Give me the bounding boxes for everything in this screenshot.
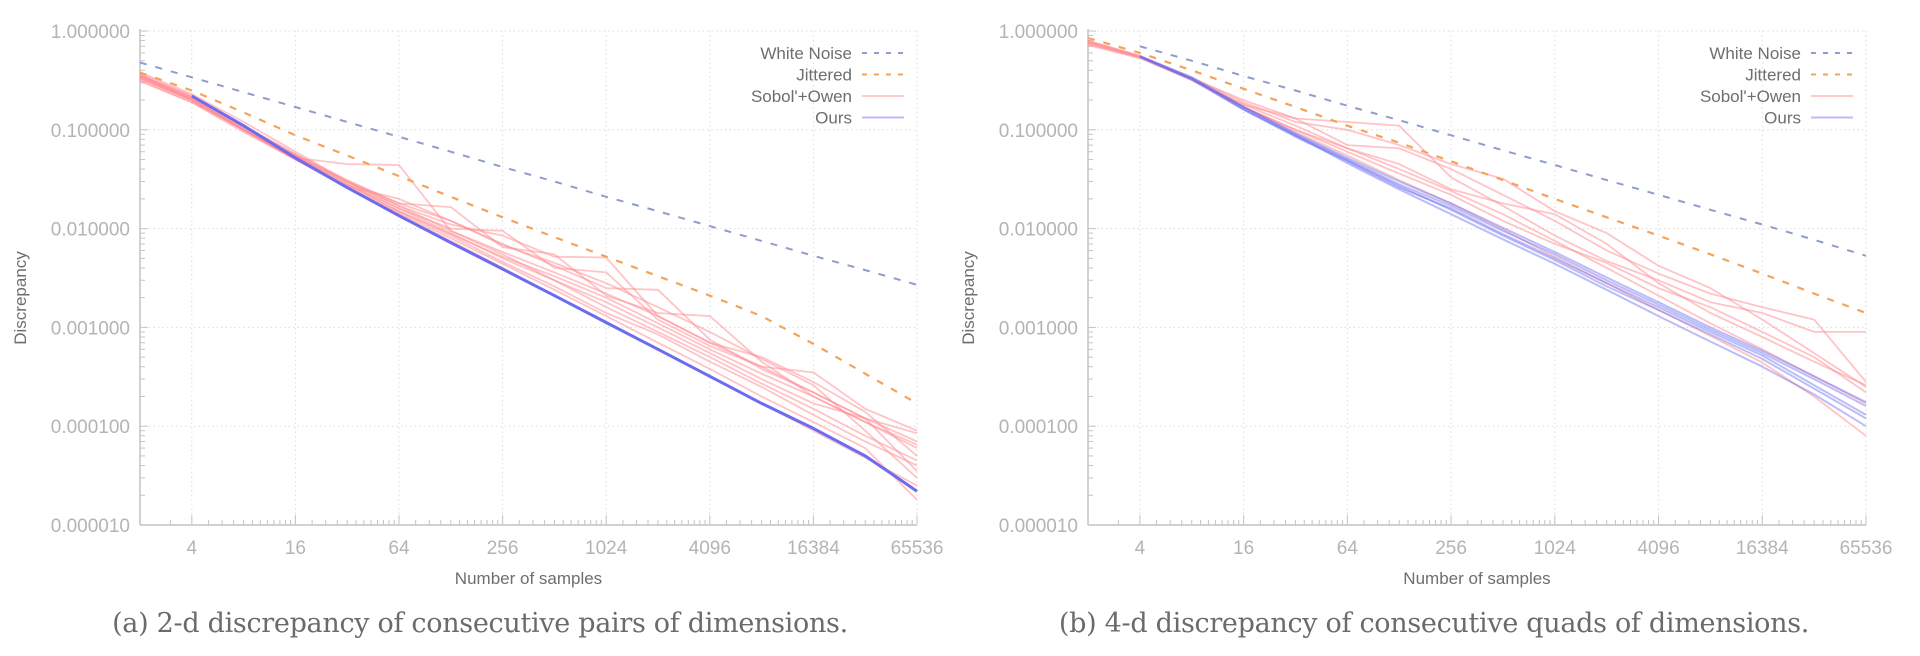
x-tick-label: 4 (1135, 538, 1146, 559)
legend-label: Jittered (1745, 66, 1801, 85)
x-tick-label: 256 (487, 538, 519, 559)
x-tick-label: 4096 (689, 538, 731, 559)
y-axis-label: Discrepancy (959, 251, 978, 345)
sobol-owen-line (1087, 42, 1867, 383)
y-tick-label: 0.010000 (999, 220, 1078, 241)
legend-label: White Noise (1709, 44, 1801, 63)
y-tick-label: 0.000100 (999, 417, 1078, 438)
ours-line (1139, 55, 1867, 420)
ours-line (1139, 55, 1867, 428)
y-tick-label: 0.010000 (51, 220, 130, 241)
chart-panel-b: 1.000000 0.100000 0.010000 0.001000 0.000100… (948, 0, 1908, 656)
y-tick-label: 1.000000 (999, 22, 1078, 43)
x-axis-label: Number of samples (455, 569, 602, 588)
ours-line (1139, 55, 1867, 407)
series-ours (1139, 54, 1867, 428)
x-tick-label: 4 (187, 538, 198, 559)
x-axis-label: Number of samples (1403, 569, 1550, 588)
legend: White Noise Jittered Sobol'+Owen Ours (1700, 44, 1853, 128)
chart-b-svg: 1.000000 0.100000 0.010000 0.001000 0.000100… (959, 22, 1893, 588)
x-tick-label: 65536 (1840, 538, 1893, 559)
legend-label: Jittered (796, 66, 852, 85)
chart-panel-a: 1.000000 0.100000 0.010000 0.001000 0.000100… (11, 22, 944, 639)
x-tick-label: 64 (1337, 538, 1359, 559)
x-tick-label: 1024 (1534, 538, 1577, 559)
legend-label: White Noise (760, 44, 852, 63)
caption-a: (a) 2-d discrepancy of consecutive pairs… (112, 608, 848, 639)
caption-b: (b) 4-d discrepancy of consecutive quads… (1058, 608, 1810, 639)
y-tick-label: 0.100000 (51, 121, 130, 142)
ours-line (1139, 54, 1867, 404)
y-tick-label: 0.100000 (999, 121, 1078, 142)
y-tick-label: 0.001000 (51, 318, 130, 339)
sobol-owen-line (1087, 41, 1867, 387)
legend-label: Sobol'+Owen (751, 87, 852, 106)
x-tick-label: 16 (285, 538, 306, 559)
grid (1088, 30, 1867, 526)
y-axis-label: Discrepancy (11, 251, 30, 345)
y-tick-label: 0.000100 (51, 417, 130, 438)
chart-a-svg: 1.000000 0.100000 0.010000 0.001000 0.000100… (11, 22, 944, 588)
x-tick-label: 1024 (585, 538, 628, 559)
ours-line (1139, 55, 1867, 416)
legend: White Noise Jittered Sobol'+Owen Ours (751, 44, 904, 128)
series-white-noise-line (139, 61, 918, 286)
x-tick-label: 256 (1435, 538, 1467, 559)
x-tick-label: 16 (1233, 538, 1254, 559)
x-tick-label: 16384 (787, 538, 840, 559)
y-tick-label: 0.000010 (999, 516, 1078, 537)
series-white-noise-line (1139, 45, 1867, 257)
series-sobol-owen (1087, 39, 1867, 437)
x-tick-label: 64 (388, 538, 410, 559)
sobol-owen-line (139, 77, 918, 446)
series-sobol-owen (139, 71, 918, 501)
series-jittered-line (139, 71, 918, 405)
series-ours-line (191, 94, 918, 493)
sobol-owen-line (1087, 40, 1867, 437)
x-tick-label: 65536 (891, 538, 944, 559)
legend-label: Ours (1764, 109, 1801, 128)
y-tick-label: 1.000000 (51, 22, 130, 43)
x-tick-label: 4096 (1637, 538, 1679, 559)
y-tick-label: 0.000010 (51, 516, 130, 537)
legend-label: Ours (815, 109, 852, 128)
y-tick-label: 0.001000 (999, 318, 1078, 339)
legend-label: Sobol'+Owen (1700, 87, 1801, 106)
x-tick-label: 16384 (1736, 538, 1789, 559)
